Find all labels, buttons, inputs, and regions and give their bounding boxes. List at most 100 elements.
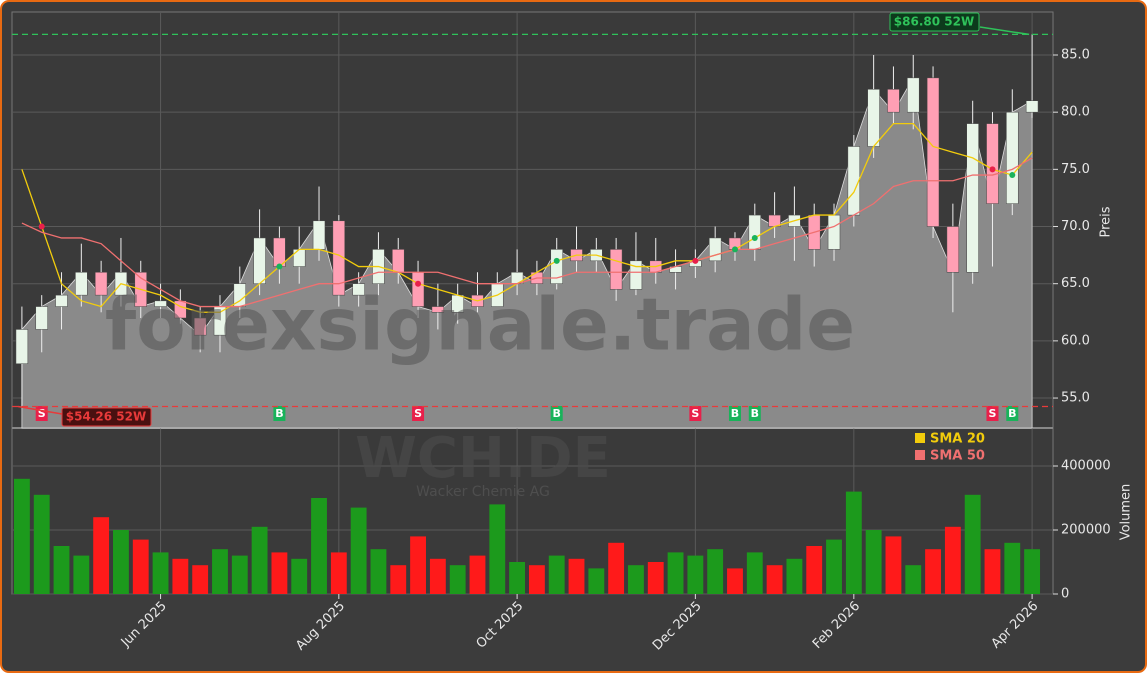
signal-badge bbox=[550, 406, 563, 421]
volume-bar bbox=[925, 549, 941, 594]
y-tick-label: 60.0 bbox=[1061, 333, 1090, 348]
volume-bar bbox=[251, 526, 268, 594]
candle-body bbox=[827, 214, 841, 250]
volume-bar bbox=[311, 498, 327, 594]
candle-body bbox=[312, 220, 326, 250]
candle-body bbox=[55, 294, 68, 307]
legend-swatch bbox=[915, 450, 925, 460]
volume-bar bbox=[429, 558, 446, 594]
volume-bar bbox=[172, 558, 189, 594]
signal-dot bbox=[553, 257, 560, 264]
signal-dot bbox=[751, 234, 758, 241]
candle-body bbox=[629, 260, 643, 290]
volume-bar bbox=[271, 552, 288, 594]
volume-bar bbox=[212, 549, 228, 594]
ticker-watermark: WCH.DE bbox=[355, 426, 611, 491]
y2-tick-label: 400000 bbox=[1061, 459, 1111, 474]
volume-bar bbox=[113, 530, 129, 594]
volume-bar bbox=[1004, 542, 1021, 594]
y2-tick-label: 0 bbox=[1061, 587, 1069, 602]
volume-bar bbox=[350, 507, 367, 594]
signal-badge bbox=[689, 406, 702, 421]
volume-bar bbox=[687, 555, 704, 594]
sma-line bbox=[21, 122, 1033, 313]
y-axis-label: Preis bbox=[1099, 206, 1114, 237]
volume-bar bbox=[509, 562, 526, 594]
volume-bar bbox=[885, 536, 902, 594]
signal-label: B bbox=[553, 407, 561, 420]
low-label-box bbox=[61, 407, 152, 427]
candle-body bbox=[431, 306, 445, 313]
volume-bar bbox=[192, 565, 209, 594]
y-tick-label: 65.0 bbox=[1061, 276, 1090, 291]
volume-bar bbox=[865, 530, 882, 594]
volume-bar bbox=[370, 549, 387, 594]
candle-body bbox=[392, 249, 405, 273]
candle-body bbox=[748, 214, 761, 250]
candle-body bbox=[15, 329, 29, 364]
signal-dot bbox=[415, 280, 422, 287]
candle-body bbox=[946, 226, 960, 273]
signal-label: S bbox=[38, 407, 46, 420]
high-label-box bbox=[889, 12, 980, 32]
volume-bar bbox=[152, 552, 169, 594]
candle-body bbox=[847, 146, 861, 216]
volume-bar bbox=[608, 542, 625, 594]
volume-bar bbox=[588, 568, 605, 594]
signal-label: B bbox=[731, 407, 739, 420]
volume-bar bbox=[647, 562, 664, 594]
volume-bar bbox=[548, 555, 565, 594]
volume-bar bbox=[944, 526, 961, 594]
volume-bar bbox=[93, 517, 110, 594]
volume-bar bbox=[449, 565, 466, 594]
volume-bar bbox=[132, 539, 149, 594]
low-arrow bbox=[17, 405, 63, 415]
signal-label: B bbox=[1008, 407, 1016, 420]
candle-body bbox=[887, 89, 900, 113]
signal-dot bbox=[1009, 172, 1016, 179]
legend-swatch bbox=[915, 433, 925, 443]
volume-bar bbox=[806, 546, 823, 594]
candle-body bbox=[1006, 111, 1019, 204]
candle-body bbox=[94, 272, 108, 296]
volume-bar bbox=[964, 494, 981, 594]
candle-body bbox=[708, 237, 722, 262]
y-tick-label: 55.0 bbox=[1061, 391, 1090, 406]
volume-bar bbox=[73, 555, 90, 594]
volume-bar bbox=[667, 552, 684, 594]
volume-bar bbox=[746, 552, 763, 594]
candle-body bbox=[986, 123, 999, 204]
volume-bar bbox=[469, 555, 486, 594]
volume-bar bbox=[291, 558, 308, 594]
high-label: $86.80 52W bbox=[894, 15, 974, 29]
volume-bar bbox=[330, 552, 347, 594]
y-tick-label: 70.0 bbox=[1061, 219, 1090, 234]
high-arrow bbox=[979, 26, 1030, 36]
signal-dot bbox=[38, 223, 45, 230]
signal-label: S bbox=[989, 407, 997, 420]
signal-dot bbox=[731, 246, 738, 253]
legend-label: SMA 50 bbox=[930, 449, 985, 464]
signal-badge bbox=[273, 406, 286, 421]
candle-body bbox=[926, 77, 940, 227]
volume-bar bbox=[231, 555, 248, 594]
signal-badge bbox=[728, 406, 741, 421]
candle-body bbox=[966, 123, 979, 273]
volume-bar bbox=[33, 494, 50, 594]
signal-badge bbox=[986, 406, 999, 421]
volume-bar bbox=[984, 549, 1001, 594]
signal-label: S bbox=[414, 407, 422, 420]
sma-line bbox=[21, 157, 1033, 308]
signal-label: B bbox=[275, 407, 283, 420]
volume-bar bbox=[905, 565, 922, 594]
volume-bar bbox=[410, 536, 426, 594]
volume-bar bbox=[13, 478, 30, 594]
y-tick-label: 75.0 bbox=[1061, 162, 1090, 177]
candle-body bbox=[907, 77, 920, 113]
candle-body bbox=[867, 89, 880, 147]
candle-body bbox=[75, 272, 88, 296]
signal-badge bbox=[1006, 406, 1019, 421]
watermark: forexsignale.trade bbox=[105, 283, 855, 367]
candle-body bbox=[193, 317, 207, 336]
